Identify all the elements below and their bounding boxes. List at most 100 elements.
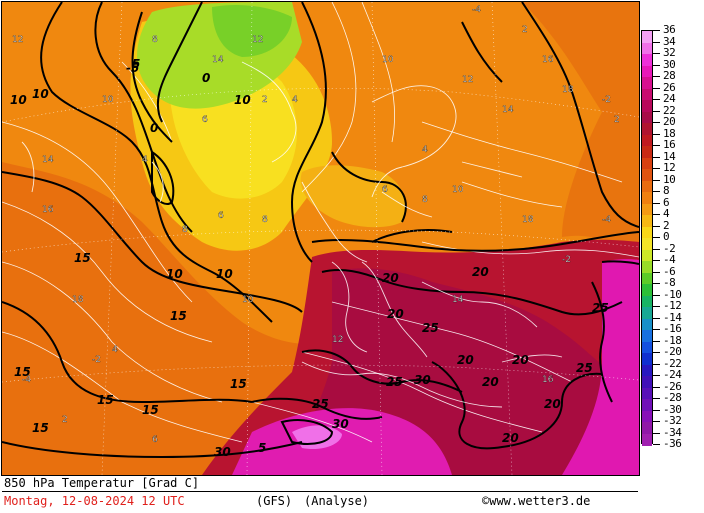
- field-orange-dark-west: [2, 162, 322, 475]
- legend-label: -34: [663, 425, 682, 439]
- temperature-value-label: 18: [522, 215, 534, 225]
- legend-label: 34: [663, 34, 676, 48]
- isotherm-label: 30: [414, 373, 431, 387]
- temperature-value-label: 14: [212, 55, 224, 65]
- temperature-value-label: 8: [422, 195, 428, 205]
- legend-swatch: [642, 272, 652, 285]
- isotherm-label: 15: [32, 421, 49, 435]
- temperature-value-label: 6: [382, 185, 388, 195]
- legend-label: 14: [663, 149, 676, 163]
- copyright-text: ©www.wetter3.de: [482, 494, 591, 508]
- legend-swatch: [642, 295, 652, 308]
- legend-tick: [653, 156, 660, 158]
- legend-swatch: [642, 376, 652, 388]
- legend-label: -20: [663, 345, 682, 358]
- legend-tick: [653, 87, 660, 89]
- legend-swatch: [642, 422, 652, 434]
- isotherm-label: 25: [592, 301, 609, 315]
- temperature-value-label: 12: [12, 35, 23, 45]
- isotherm-label: 15: [14, 365, 31, 379]
- legend-tick: [653, 179, 660, 181]
- temperature-value-label: 10: [382, 55, 394, 65]
- legend-tick: [653, 271, 660, 273]
- legend-tick: [653, 202, 660, 204]
- legend-swatch: [642, 77, 652, 89]
- temperature-value-label: -2: [92, 355, 101, 365]
- temperature-value-label: -2: [562, 255, 571, 265]
- legend-label: 28: [663, 69, 676, 82]
- isotherm-label: 20: [502, 431, 519, 445]
- legend-swatch: [642, 146, 652, 158]
- legend-tick: [653, 329, 660, 330]
- temperature-value-label: 18: [562, 85, 574, 95]
- legend-label: -6: [663, 264, 676, 278]
- legend-tick: [653, 191, 660, 192]
- legend-tick: [653, 145, 660, 146]
- legend-swatch: [642, 169, 652, 181]
- legend-swatch: [642, 307, 652, 319]
- legend-label: -36: [663, 437, 682, 450]
- legend-tick: [653, 168, 660, 169]
- legend-swatch: [642, 318, 652, 331]
- temperature-value-label: 4: [292, 95, 298, 105]
- legend-label: 4: [663, 207, 670, 220]
- legend-tick: [653, 30, 660, 31]
- temperature-value-label: 12: [462, 75, 473, 85]
- legend-swatch: [642, 100, 652, 112]
- legend-swatch: [642, 180, 652, 193]
- legend-label: -14: [663, 310, 682, 324]
- legend-swatch: [642, 215, 652, 227]
- legend-swatch: [642, 123, 652, 135]
- legend-label: 16: [663, 138, 676, 151]
- legend-swatch: [642, 111, 652, 124]
- legend-label: 22: [663, 103, 676, 117]
- legend-tick: [653, 64, 660, 66]
- isotherm-label: 20: [387, 307, 404, 321]
- isotherm-label: 15: [230, 377, 247, 391]
- legend-label: 32: [663, 46, 676, 59]
- isotherm-label: 5: [258, 441, 266, 455]
- legend-tick: [653, 133, 660, 135]
- legend-swatch: [642, 88, 652, 101]
- legend-tick: [653, 110, 660, 112]
- isotherm-label: 15: [74, 251, 91, 265]
- temperature-value-label: 14: [502, 105, 514, 115]
- legend-label: 8: [663, 184, 670, 197]
- legend-tick: [653, 409, 660, 411]
- legend-swatch: [642, 203, 652, 216]
- legend-swatch: [642, 65, 652, 78]
- temperature-value-label: 4: [422, 145, 428, 155]
- isotherm-label: -5: [126, 61, 139, 75]
- legend-tick: [653, 122, 660, 123]
- temperature-value-label: 4: [142, 155, 148, 165]
- isotherm-label: 10: [32, 87, 49, 101]
- temperature-value-label: 2: [62, 415, 68, 425]
- legend-tick: [653, 432, 660, 434]
- run-mode: (Analyse): [304, 494, 370, 508]
- isotherm-label: 10: [234, 93, 251, 107]
- legend-tick: [653, 398, 660, 399]
- legend-label: -22: [663, 356, 682, 370]
- legend-swatch: [642, 433, 652, 446]
- legend-swatch: [642, 353, 652, 365]
- legend-tick: [653, 317, 660, 319]
- legend-tick: [653, 214, 660, 215]
- legend-swatch: [642, 192, 652, 204]
- legend-label: 2: [663, 218, 670, 232]
- isotherm-label: 25: [422, 321, 439, 335]
- legend-label: 0: [663, 230, 670, 243]
- legend-swatch: [642, 399, 652, 411]
- temperature-value-label: 10: [242, 295, 254, 305]
- legend-tick: [653, 237, 660, 238]
- isotherm-label: 25: [312, 397, 329, 411]
- legend-label: 26: [663, 80, 676, 94]
- isotherm-label: 15: [142, 403, 159, 417]
- legend-label: -4: [663, 253, 676, 266]
- field-yellow-east: [300, 165, 406, 228]
- temperature-value-label: 2: [262, 95, 268, 105]
- temperature-value-label: 6: [202, 115, 208, 125]
- legend-label: 12: [663, 161, 676, 174]
- legend-tick: [653, 76, 660, 77]
- caption-divider: [2, 491, 638, 492]
